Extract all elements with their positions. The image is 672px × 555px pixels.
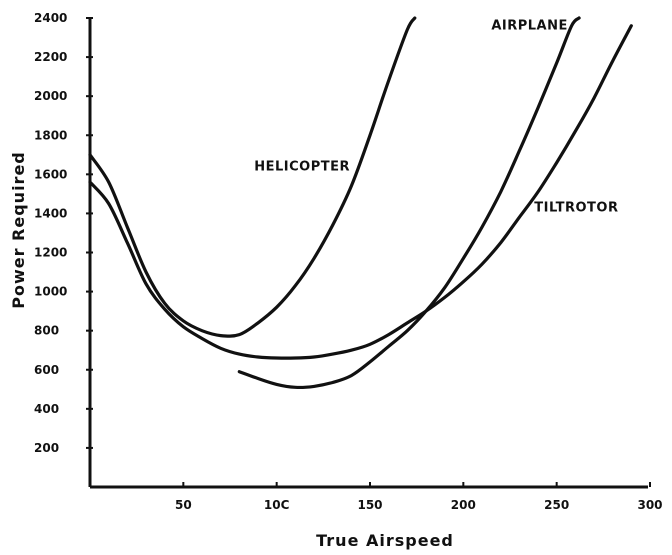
x-tick-label: 250 (544, 498, 569, 512)
y-tick-label: 1800 (34, 128, 67, 142)
series-label-helicopter: HELICOPTER (254, 159, 350, 174)
series-lines (88, 16, 633, 390)
x-axis-title: True Airspeed (316, 531, 454, 550)
y-tick-label: 1400 (34, 206, 67, 220)
series-label-airplane: AIRPLANE (491, 19, 568, 34)
x-tick-label: 200 (451, 498, 476, 512)
x-ticks: 50 10C 150 200 250 300 (175, 482, 663, 512)
y-tick-label: 1000 (34, 285, 67, 299)
y-tick-label: 1600 (34, 167, 67, 181)
series-label-tiltrotor: TILTROTOR (534, 200, 618, 215)
x-tick-label: 150 (357, 498, 382, 512)
y-tick-label: 2400 (34, 11, 67, 25)
x-tick-label: 300 (637, 498, 662, 512)
series-labels: HELICOPTER AIRPLANE TILTROTOR (254, 19, 618, 216)
plot-area: 50 10C 150 200 250 300 200 400 600 800 1000 1200 14… (34, 11, 663, 512)
y-tick-label: 800 (34, 324, 59, 338)
series-line-tiltrotor (88, 24, 633, 360)
y-tick-label: 2200 (34, 50, 67, 64)
x-tick-label: 10C (264, 498, 290, 512)
x-tick-label: 50 (175, 498, 192, 512)
y-ticks: 200 400 600 800 1000 1200 1400 1600 1800 2000 2200… (34, 11, 93, 455)
y-tick-label: 400 (34, 402, 59, 416)
y-tick-label: 600 (34, 363, 59, 377)
y-tick-label: 200 (34, 441, 59, 455)
y-tick-label: 1200 (34, 246, 67, 260)
y-tick-label: 2000 (34, 89, 67, 103)
series-line-airplane (237, 16, 581, 390)
y-axis-title: Power Required (9, 151, 28, 309)
series-line-helicopter (88, 16, 417, 338)
